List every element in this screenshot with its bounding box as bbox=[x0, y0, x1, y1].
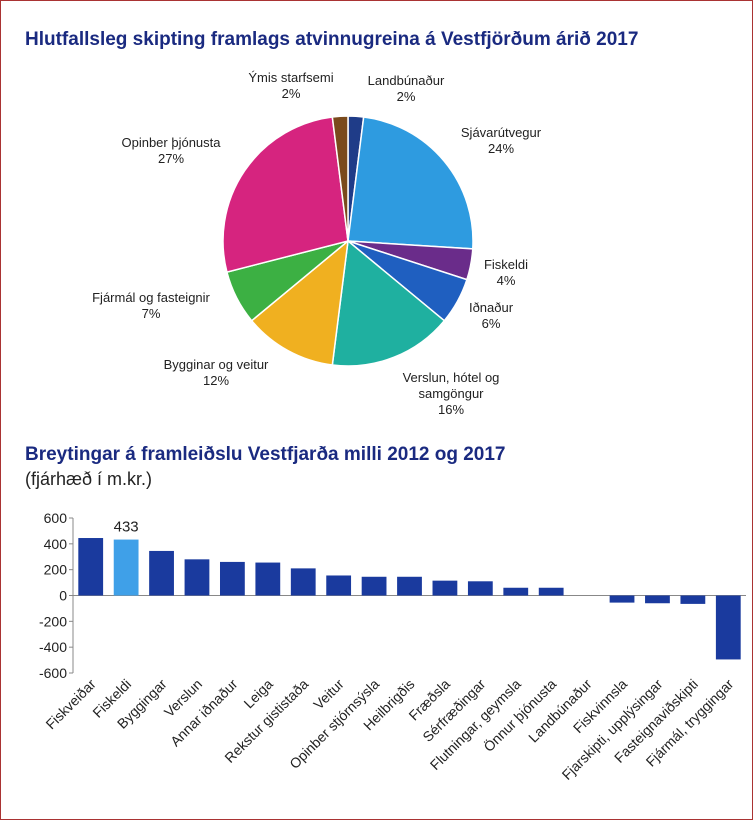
pie-label-name: Ýmis starfsemi bbox=[248, 70, 334, 85]
pie-slice bbox=[250, 239, 349, 366]
y-tick-label: -400 bbox=[39, 639, 67, 655]
bar bbox=[538, 587, 564, 596]
pie-label-value: 16% bbox=[437, 402, 465, 417]
pie-label-value: 2% bbox=[396, 89, 416, 104]
pie-label-name: Iðnaður bbox=[468, 300, 514, 315]
bar bbox=[78, 538, 104, 596]
pie-label-value: 27% bbox=[157, 151, 185, 166]
pie-label-name: Bygginar og veitur bbox=[163, 357, 269, 372]
bar bbox=[113, 539, 139, 596]
y-tick-label: 0 bbox=[59, 588, 67, 604]
bar bbox=[290, 568, 316, 596]
bar bbox=[645, 595, 670, 604]
bar bbox=[184, 559, 210, 596]
pie-label-value: 2% bbox=[281, 86, 301, 101]
pie-slice bbox=[347, 116, 474, 250]
pie-label-value: 7% bbox=[141, 306, 161, 321]
y-tick-label: 600 bbox=[44, 510, 68, 526]
pie-label-name: Fiskeldi bbox=[483, 257, 529, 272]
pie-label: Verslun, hótel og samgöngur 16% bbox=[391, 370, 511, 418]
pie-label: Landbúnaður 2% bbox=[346, 73, 466, 105]
bar-subtitle: (fjárhæð í m.kr.) bbox=[25, 469, 153, 489]
bar bbox=[680, 595, 706, 604]
pie-label: Ýmis starfsemi 2% bbox=[231, 70, 351, 102]
pie-label: Fiskeldi 4% bbox=[466, 257, 546, 289]
data-label: 433 bbox=[114, 519, 139, 536]
pie-label: Opinber þjónusta 27% bbox=[101, 135, 241, 167]
bar bbox=[432, 580, 458, 596]
y-tick-label: -200 bbox=[39, 613, 67, 629]
bar-title: Breytingar á framleiðslu Vestfjarða mill… bbox=[25, 444, 506, 465]
pie-label-name: Landbúnaður bbox=[367, 73, 445, 88]
pie-label-name: Opinber þjónusta bbox=[121, 135, 221, 150]
pie-label-value: 24% bbox=[487, 141, 515, 156]
pie-label: Sjávarútvegur 24% bbox=[441, 125, 561, 157]
bar bbox=[467, 581, 493, 596]
pie-label-name: Sjávarútvegur bbox=[460, 125, 542, 140]
pie-slice bbox=[331, 239, 446, 367]
pie-title: Hlutfallsleg skipting framlags atvinnugr… bbox=[25, 29, 639, 50]
bar bbox=[149, 550, 174, 596]
x-tick-label: Fiskveiðar bbox=[42, 676, 99, 733]
pie-label: Fjármál og fasteignir 7% bbox=[61, 290, 241, 322]
y-tick-label: -600 bbox=[39, 665, 67, 681]
bar bbox=[715, 595, 741, 660]
pie-label: Iðnaður 6% bbox=[451, 300, 531, 332]
bar bbox=[503, 587, 529, 596]
pie-label-value: 4% bbox=[496, 273, 516, 288]
bar bbox=[255, 562, 281, 596]
y-tick-label: 200 bbox=[44, 562, 68, 578]
pie-label: Bygginar og veitur 12% bbox=[136, 357, 296, 389]
bar bbox=[219, 561, 245, 596]
pie-slice bbox=[222, 116, 349, 273]
pie-slice bbox=[331, 115, 349, 242]
pie-label-value: 6% bbox=[481, 316, 501, 331]
y-tick-label: 400 bbox=[44, 536, 68, 552]
bar bbox=[397, 576, 422, 596]
bar bbox=[326, 575, 352, 596]
pie-label-name: Fjármál og fasteignir bbox=[92, 290, 210, 305]
bar bbox=[361, 576, 387, 596]
pie-label-value: 12% bbox=[202, 373, 230, 388]
pie-label-name: Verslun, hótel og samgöngur bbox=[402, 370, 500, 401]
bar bbox=[609, 595, 635, 603]
